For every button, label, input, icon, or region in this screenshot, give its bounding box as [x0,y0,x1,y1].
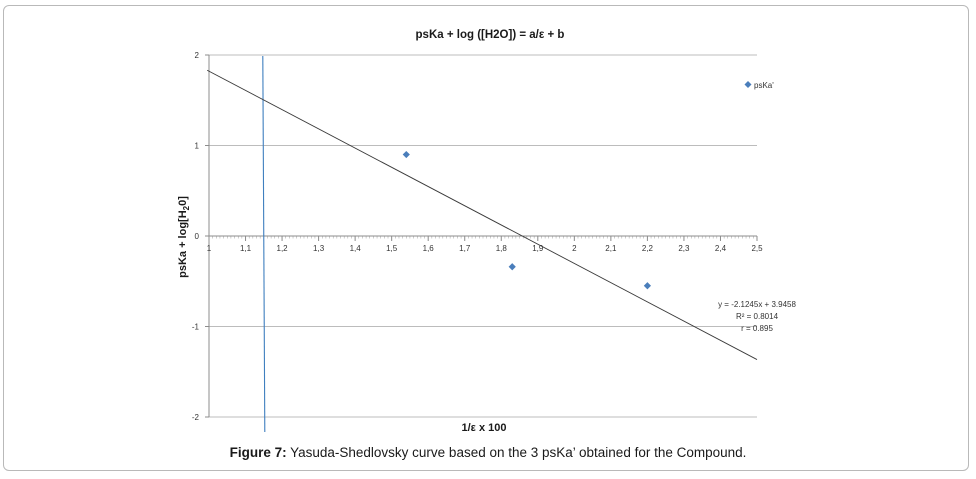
trendline-r2: R² = 0.8014 [736,312,779,321]
y-axis-label: psKa + log[H20] [177,196,191,278]
vertical-reference-line [262,55,266,433]
x-tick-labels: 1 1,1 1,2 1,3 1,4 1,5 1,6 1,7 1,8 1,9 2 2,1 2,2 2,3 2,… [207,244,763,253]
y-tick-labels: -2 -1 0 1 2 [192,51,200,422]
x-tick-label: 1 [207,244,212,253]
figure-caption: Figure 7: Yasuda-Shedlovsky curve based … [0,445,976,460]
y-axis-label-end: 0] [177,196,189,206]
x-tick-label: 2,2 [642,244,654,253]
data-point [402,150,410,159]
chart-title: psKa + log ([H2O]) = a/ε + b [416,29,565,41]
x-tick-label: 2,1 [605,244,617,253]
y-tick-label: -2 [192,413,200,422]
trendline-annotation: y = -2.1245x + 3.9458 R² = 0.8014 r = 0.… [718,300,796,333]
x-tick-label: 1,3 [313,244,325,253]
x-tick-label: 1,1 [240,244,252,253]
y-tick-label: 0 [195,232,200,241]
y-tick-label: 2 [195,51,200,60]
y-tick-label: -1 [192,323,200,332]
y-axis-label-main: psKa + log[H [177,210,189,278]
x-tick-label: 1,2 [277,244,289,253]
legend: psKa' [744,81,774,90]
legend-label: psKa' [754,81,774,90]
x-tick-label: 1,6 [423,244,435,253]
x-tick-label: 2,4 [715,244,727,253]
data-point [508,263,516,271]
trendline [206,69,758,360]
x-tick-label: 1,4 [350,244,362,253]
scatter-chart: 1 1,1 1,2 1,3 1,4 1,5 1,6 1,7 1,8 1,9 2 2,1 2,2 2,3 2,… [177,29,796,434]
x-tick-label: 1,7 [459,244,471,253]
y-tick-label: 1 [195,142,200,151]
legend-marker [744,81,752,88]
axes [205,54,758,418]
data-points [402,150,651,290]
trendline-r: r = 0.895 [741,324,773,333]
x-tick-label: 2,3 [678,244,690,253]
gridlines [209,54,757,418]
caption-label: Figure 7: [229,445,287,460]
x-tick-label: 2,5 [751,244,763,253]
figure-frame [3,5,969,471]
x-tick-label: 1,5 [386,244,398,253]
x-tick-label: 1,8 [496,244,508,253]
x-axis-label: 1/ε x 100 [462,422,507,434]
chart-lines [206,55,758,433]
x-tick-label: 2 [572,244,577,253]
x-tick-label: 1,9 [532,244,544,253]
caption-text: Yasuda-Shedlovsky curve based on the 3 p… [286,445,747,460]
trendline-equation: y = -2.1245x + 3.9458 [718,300,796,309]
data-point [643,282,651,290]
y-axis-label-subscript: 2 [182,205,191,210]
